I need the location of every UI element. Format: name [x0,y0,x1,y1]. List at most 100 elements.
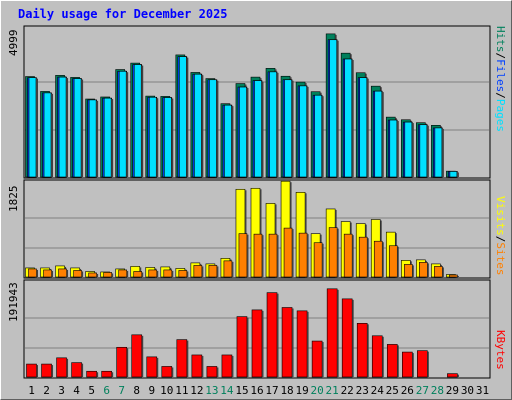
kbytes-bar-day-9-shade [156,357,159,377]
pages-bar-day-6 [103,97,112,178]
sites-bar-day-21 [328,227,338,278]
sites-bar-day-5-shade [96,273,99,277]
kbytes-bar-day-13-shade [216,367,219,377]
sites-bar-day-3 [58,268,67,278]
sites-bar-day-21-shade [337,228,339,277]
kbytes-bar-day-1 [26,363,37,378]
sites-bar-day-16 [253,233,263,278]
pages-bar-day-25 [389,119,398,178]
sites-bar-day-1-shade [36,269,38,277]
day-label-11: 11 [175,384,188,397]
sites-bar-day-27-shade [427,263,429,277]
pages-bar-day-16-shade [261,81,263,177]
pages-bar-day-18 [284,79,292,178]
pages-bar-day-5 [88,99,97,178]
kbytes-bar-day-15-shade [246,317,249,377]
legend-hits: Hits [494,26,507,53]
pages-bar-day-28-shade [441,128,444,177]
sites-bar-day-22-shade [352,235,354,277]
pages-bar-day-22 [344,58,352,178]
kbytes-bar-day-13 [206,366,218,378]
kbytes-bar-day-18-shade [292,308,294,377]
day-label-22: 22 [341,384,354,397]
kbytes-bar-day-7 [116,346,127,378]
day-label-1: 1 [28,384,35,397]
chart-title: Daily usage for December 2025 [18,7,228,21]
kbytes-bar-day-19 [296,310,308,378]
sites-bar-day-12-shade [201,266,204,277]
pages-bar-day-27 [419,124,428,178]
sites-bar-day-19-shade [307,234,309,277]
day-label-16: 16 [250,384,263,397]
sites-bar-day-2 [43,269,52,278]
day-label-2: 2 [43,384,50,397]
sites-bar-day-12 [193,265,203,278]
pages-bar-day-9-shade [156,98,158,177]
day-label-24: 24 [371,384,385,397]
kbytes-bar-day-20-shade [322,342,324,377]
sites-bar-day-20-shade [322,243,324,277]
pages-bar-day-7-shade [126,72,128,177]
pages-bar-day-1 [28,77,37,178]
kbytes-bar-day-29-shade [457,374,459,377]
sites-bar-day-17 [268,233,278,278]
pages-bar-day-10-shade [171,98,173,177]
pages-bar-day-29 [449,171,458,178]
day-label-18: 18 [280,384,293,397]
kbytes-bar-day-25-shade [397,345,399,377]
legend-sep-2: / [494,92,507,99]
legend-sep-3: / [494,235,507,243]
top-legend: Hits/Files/Pages [493,26,507,176]
pages-bar-day-21-shade [336,40,339,178]
sites-bar-day-13-shade [216,266,219,277]
bottom-legend: KBytes [493,330,507,375]
kbytes-bar-day-20 [311,340,323,378]
sites-bar-day-17-shade [277,235,279,277]
legend-pages: Pages [494,98,507,132]
day-label-10: 10 [160,384,173,397]
pages-bar-day-25-shade [396,121,399,177]
kbytes-bar-day-6 [101,370,112,378]
day-label-21: 21 [326,384,339,397]
sites-bar-day-18 [283,227,293,278]
pages-bar-day-13-shade [216,80,218,177]
pages-bar-day-11-shade [186,57,188,177]
sites-bar-day-14-shade [231,261,234,277]
pages-bar-day-14-shade [231,106,233,177]
sites-bar-day-29 [449,274,458,278]
pages-bar-day-4-shade [81,79,83,177]
pages-bar-day-8 [133,64,142,178]
pages-bar-day-2-shade [51,93,53,177]
kbytes-bar-day-15 [236,316,248,378]
visits-bar-day-16-shade [259,189,262,277]
kbytes-bar-day-27 [417,350,428,378]
pages-bar-day-2 [43,92,52,178]
sites-bar-day-8-shade [141,272,144,277]
pages-bar-day-15 [239,86,247,178]
pages-bar-day-1-shade [36,78,38,177]
kbytes-bar-day-25 [386,344,398,378]
day-label-7: 7 [118,384,125,397]
sites-bar-day-28-shade [442,267,444,277]
pages-bar-day-26-shade [411,123,414,177]
kbytes-bar-day-5-shade [96,372,99,377]
top-y-max-label: 4999 [7,29,20,57]
kbytes-bar-day-26-shade [412,353,414,377]
kbytes-bar-day-17-shade [277,293,279,377]
sites-bar-day-15-shade [246,234,249,277]
sites-bar-day-25-shade [397,246,399,277]
pages-bar-day-20-shade [321,96,324,177]
pages-bar-day-10 [163,97,172,178]
kbytes-bar-day-26 [402,351,413,378]
pages-bar-day-12-shade [201,75,203,177]
kbytes-bar-day-12 [191,354,203,378]
bottom-y-max-label: 191943 [7,282,20,322]
pages-bar-day-13 [209,79,217,178]
sites-bar-day-22 [343,233,353,278]
sites-bar-day-26-shade [412,265,414,277]
pages-bar-day-24 [374,90,383,178]
day-label-30: 30 [461,384,474,397]
day-label-23: 23 [356,384,369,397]
day-label-20: 20 [311,384,324,397]
